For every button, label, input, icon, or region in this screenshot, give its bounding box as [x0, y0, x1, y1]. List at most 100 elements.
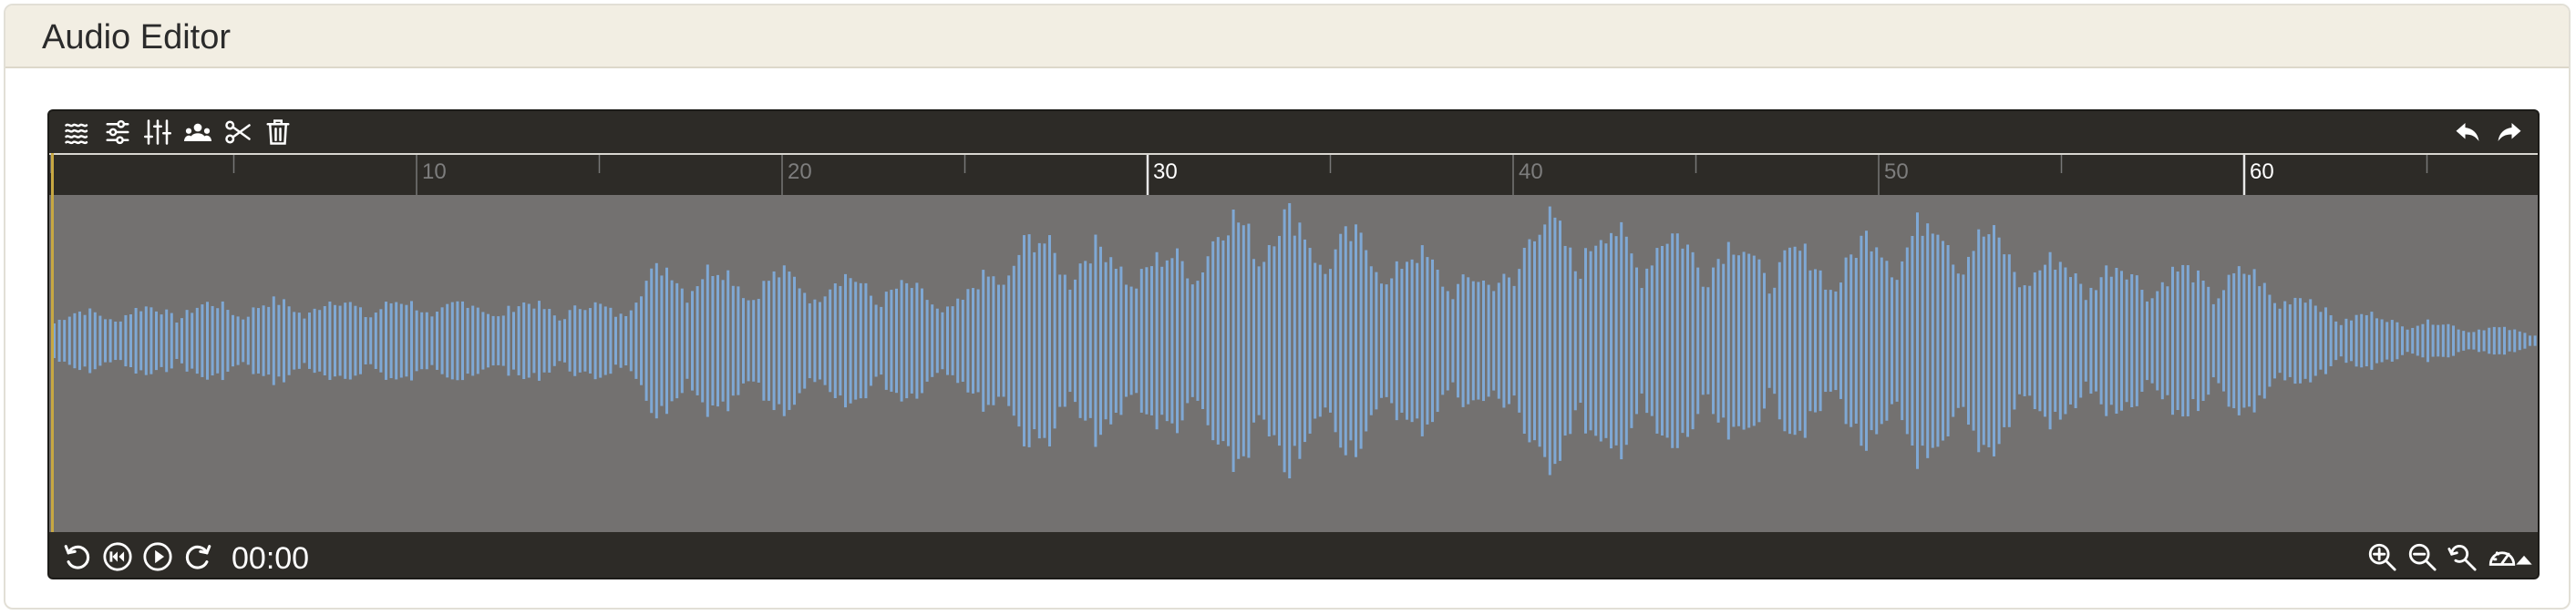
waveform-bar: [2028, 285, 2032, 396]
waveform-bar: [1518, 269, 1521, 413]
waveform-bar: [1063, 274, 1066, 407]
waveform-bar: [905, 282, 909, 399]
waveform-bar: [644, 281, 648, 401]
waveform-bar: [670, 280, 674, 402]
waveform-bar: [440, 307, 444, 374]
waveform-bar: [78, 311, 81, 371]
waveform-bar: [2109, 276, 2113, 405]
waveform-bar: [2288, 304, 2292, 377]
waveform-bar: [870, 295, 872, 386]
waveform-bar: [2125, 279, 2128, 403]
trash-icon[interactable]: [263, 117, 294, 148]
waveform-bar: [1834, 291, 1838, 391]
waveform-bar: [2447, 323, 2450, 358]
waveform-bar: [323, 305, 326, 376]
waveform-bar: [2222, 290, 2225, 392]
waveform-bar: [982, 270, 985, 412]
waveform-bar: [395, 302, 398, 380]
waveform-bar: [83, 314, 87, 367]
waveform-area[interactable]: [49, 195, 2538, 532]
waveform-bar: [160, 314, 163, 367]
waveform-bar: [2467, 332, 2470, 350]
undo-icon[interactable]: [2452, 117, 2483, 148]
waveform-bar: [1497, 282, 1500, 399]
waveform-bar: [1905, 247, 1909, 435]
playhead-cursor[interactable]: [51, 153, 54, 532]
waveform-bar: [2058, 261, 2062, 420]
waveform-bar: [1773, 287, 1777, 395]
waveform-bar: [1569, 247, 1572, 435]
equalizer-icon[interactable]: [142, 117, 173, 148]
waveform-bar: [2401, 326, 2404, 355]
waveform-bar: [747, 300, 750, 382]
waveform-bar: [1982, 236, 1985, 446]
waveform-bar: [1283, 209, 1286, 473]
scissors-icon[interactable]: [222, 117, 253, 148]
waveform-bar: [1936, 234, 1940, 447]
timeline-ruler[interactable]: 10 20 30 40 50 60: [49, 153, 2538, 195]
waveform-bar: [318, 310, 322, 372]
waveform-bar: [211, 305, 214, 376]
waveform-bar: [507, 305, 510, 376]
waveform-bar: [1726, 241, 1730, 440]
skip-back-icon[interactable]: [100, 539, 135, 574]
waveform-bar: [1365, 250, 1368, 432]
waveform-bar: [1206, 256, 1210, 425]
waveform-bar: [436, 312, 438, 370]
waveform-bar: [1885, 261, 1889, 421]
zoom-in-icon[interactable]: [2365, 539, 2399, 574]
waveform-bar: [114, 321, 118, 361]
waveform-bar: [997, 284, 1000, 397]
speed-icon[interactable]: [2485, 539, 2519, 574]
redo-icon[interactable]: [2494, 117, 2525, 148]
waveform-bar: [946, 306, 949, 375]
waveform-bar: [1303, 239, 1306, 443]
speakers-icon[interactable]: [182, 117, 213, 148]
waveform-bar: [1355, 224, 1357, 457]
waveform-bar: [2283, 301, 2287, 381]
waveform-bar: [389, 302, 393, 379]
waveform-bar: [2427, 319, 2429, 363]
waves-icon[interactable]: [62, 117, 93, 148]
waveform-bar: [2191, 282, 2195, 400]
waveform-bar: [1273, 246, 1276, 436]
waveform-bar: [726, 270, 730, 412]
waveform-bar: [609, 307, 613, 374]
waveform-bar: [67, 316, 71, 365]
waveform-bar: [2207, 286, 2210, 395]
waveform-bar: [1671, 233, 1674, 448]
waveform-bar: [1997, 237, 2001, 445]
rewind-icon[interactable]: [60, 539, 95, 574]
waveform-bar: [1165, 260, 1169, 422]
waveform-bar: [2472, 332, 2476, 350]
forward-icon[interactable]: [180, 539, 215, 574]
waveform-bar: [1390, 278, 1394, 404]
waveform-bar: [2421, 323, 2425, 358]
waveform-bar: [992, 276, 995, 405]
waveform-bar: [1211, 241, 1215, 441]
waveform-bar: [405, 304, 408, 377]
waveform-bar: [1017, 254, 1021, 427]
zoom-out-icon[interactable]: [2405, 539, 2439, 574]
waveform-bar: [1461, 274, 1465, 407]
waveform-bar: [2069, 277, 2072, 405]
play-icon[interactable]: [140, 539, 175, 574]
waveform-bar: [1870, 251, 1873, 431]
waveform-bar: [2278, 308, 2282, 374]
waveform-bar: [650, 268, 654, 414]
waveform-bar: [819, 302, 821, 380]
waveform-bar: [1747, 253, 1751, 428]
waveform-bar: [487, 313, 489, 368]
waveform-bar: [1635, 267, 1638, 415]
sliders-icon[interactable]: [102, 117, 133, 148]
waveform-bar: [1196, 281, 1200, 401]
waveform-bar: [634, 302, 638, 379]
zoom-reset-icon[interactable]: [2445, 539, 2479, 574]
caret-up-icon[interactable]: [2512, 539, 2536, 574]
waveform-bar: [461, 301, 464, 381]
waveform-bar: [1675, 233, 1679, 448]
waveform-bar: [2120, 271, 2123, 411]
waveform-bar: [201, 304, 204, 377]
waveform-bar: [2365, 314, 2368, 367]
waveform-bar: [2437, 324, 2440, 357]
